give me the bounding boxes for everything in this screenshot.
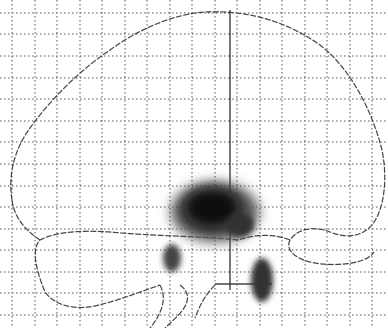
- brain-outline: [11, 12, 385, 328]
- page: [0, 0, 388, 328]
- grid: [0, 0, 388, 328]
- blob: [251, 258, 273, 302]
- blob: [226, 213, 254, 237]
- glass-brain-sagittal: [0, 0, 388, 328]
- blob: [163, 244, 181, 272]
